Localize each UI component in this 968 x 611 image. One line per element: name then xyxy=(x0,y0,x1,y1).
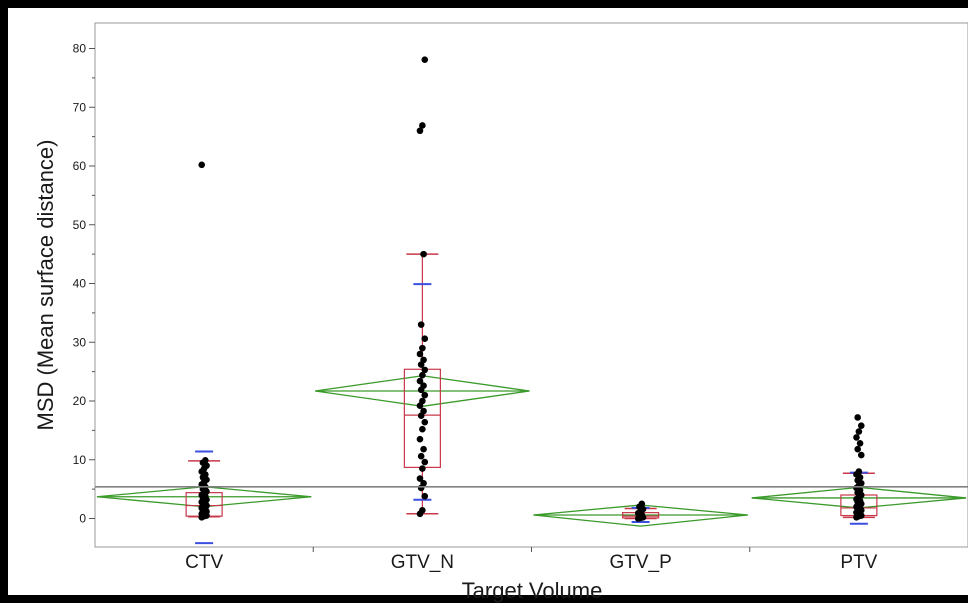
data-point xyxy=(419,425,426,433)
data-point xyxy=(420,479,427,487)
data-point xyxy=(857,451,865,459)
data-point xyxy=(638,500,646,508)
data-point xyxy=(420,407,427,415)
data-point xyxy=(417,321,425,328)
box-plot-chart: 0 10 20 30 40 50 60 70 80 CTV GTV_N GTV_P PTV MSD (M… xyxy=(33,22,968,603)
data-point xyxy=(421,366,429,374)
data-point xyxy=(421,391,429,399)
data-point xyxy=(416,377,424,385)
data-point xyxy=(419,344,426,352)
data-point xyxy=(419,371,426,379)
data-point xyxy=(421,492,429,500)
y-tick-label: 70 xyxy=(73,100,87,114)
y-tick-label: 20 xyxy=(73,394,87,408)
data-point xyxy=(419,122,426,129)
x-category-label: GTV_P xyxy=(609,552,671,573)
data-point xyxy=(857,422,865,429)
data-point xyxy=(856,440,864,447)
data-point xyxy=(419,397,426,405)
x-category-label: PTV xyxy=(840,552,877,573)
data-point xyxy=(417,452,425,460)
axes-layer: 0 10 20 30 40 50 60 70 80 CTV GTV_N GTV_P PTV xyxy=(73,22,968,573)
data-point xyxy=(419,465,426,472)
data-point xyxy=(416,475,424,482)
data-point xyxy=(421,418,429,426)
y-tick-label: 80 xyxy=(73,42,87,56)
data-point xyxy=(853,434,860,441)
data-point xyxy=(416,127,424,135)
y-tick-label: 50 xyxy=(73,218,87,232)
data-point xyxy=(420,382,427,390)
data-point xyxy=(855,428,863,435)
plot-layer xyxy=(95,56,968,545)
data-point xyxy=(854,414,861,421)
x-category-label: CTV xyxy=(185,552,223,573)
y-tick-label: 30 xyxy=(73,335,87,349)
data-point xyxy=(416,435,424,443)
data-point xyxy=(419,506,426,514)
data-point xyxy=(855,468,863,475)
data-point xyxy=(421,56,429,63)
data-point xyxy=(202,457,209,464)
y-tick-label: 10 xyxy=(73,453,87,467)
plot-frame xyxy=(94,22,968,548)
data-point xyxy=(421,335,429,343)
data-point xyxy=(420,445,427,453)
x-axis-title: Target Volume xyxy=(462,578,603,603)
data-point xyxy=(421,458,429,466)
y-tick-label: 0 xyxy=(79,512,86,526)
data-point xyxy=(420,250,427,258)
data-point xyxy=(416,350,424,358)
x-category-label: GTV_N xyxy=(391,552,454,573)
data-point xyxy=(854,445,861,453)
y-axis-title: MSD (Mean surface distance) xyxy=(33,140,58,431)
y-tick-label: 60 xyxy=(73,159,87,173)
data-point xyxy=(420,356,427,364)
y-tick-label: 40 xyxy=(73,277,87,291)
data-point xyxy=(198,161,206,169)
